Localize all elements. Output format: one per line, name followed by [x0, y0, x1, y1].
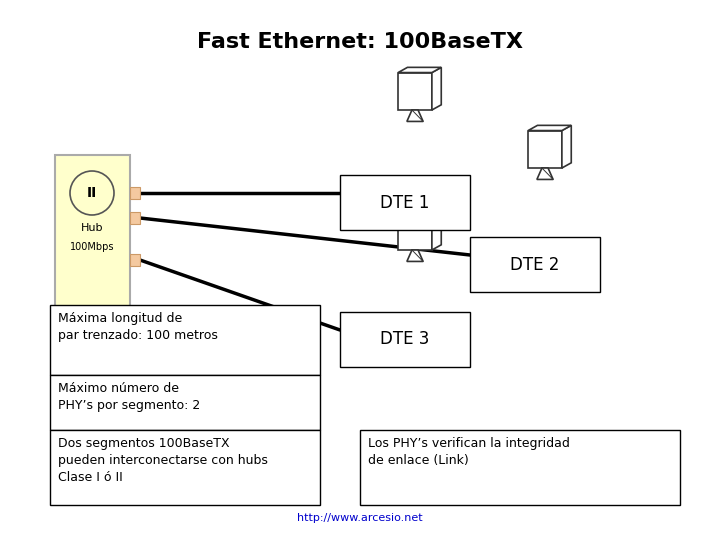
Text: http://www.arcesio.net: http://www.arcesio.net: [297, 513, 423, 523]
Text: Máximo número de
PHY’s por segmento: 2: Máximo número de PHY’s por segmento: 2: [58, 382, 200, 412]
Text: DTE 1: DTE 1: [380, 193, 430, 212]
Text: Dos segmentos 100BaseTX
pueden interconectarse con hubs
Clase I ó II: Dos segmentos 100BaseTX pueden intercone…: [58, 437, 268, 484]
Polygon shape: [407, 250, 423, 261]
Text: II: II: [87, 186, 97, 200]
Bar: [130, 254, 140, 266]
Bar: [130, 212, 140, 224]
Text: Los PHY’s verifican la integridad
de enlace (Link): Los PHY’s verifican la integridad de enl…: [368, 437, 570, 467]
Bar: [50, 430, 320, 505]
Polygon shape: [432, 68, 441, 110]
Bar: [50, 375, 320, 430]
Bar: [340, 175, 470, 230]
Polygon shape: [398, 68, 441, 72]
Bar: [50, 305, 320, 375]
Bar: [55, 155, 130, 310]
Text: Fast Ethernet: 100BaseTX: Fast Ethernet: 100BaseTX: [197, 32, 523, 52]
Bar: [470, 237, 600, 292]
Bar: [340, 312, 470, 367]
Text: Máxima longitud de
par trenzado: 100 metros: Máxima longitud de par trenzado: 100 met…: [58, 312, 218, 342]
Polygon shape: [407, 110, 423, 122]
Bar: [130, 187, 140, 199]
Polygon shape: [398, 207, 441, 213]
Text: DTE 2: DTE 2: [510, 255, 559, 273]
Bar: [398, 213, 432, 250]
Text: DTE 3: DTE 3: [380, 330, 430, 348]
Polygon shape: [528, 125, 571, 131]
Polygon shape: [562, 125, 571, 168]
Bar: [360, 430, 680, 505]
Bar: [398, 72, 432, 110]
Text: 100Mbps: 100Mbps: [70, 242, 114, 252]
Text: Hub: Hub: [81, 223, 103, 233]
Bar: [528, 131, 562, 168]
Polygon shape: [432, 207, 441, 250]
Polygon shape: [537, 168, 553, 179]
